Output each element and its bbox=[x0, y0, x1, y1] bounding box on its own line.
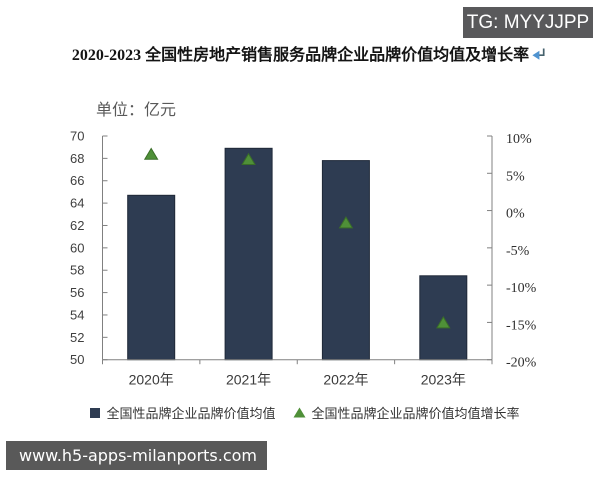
left-axis-label: 54 bbox=[70, 307, 84, 322]
left-axis-label: 50 bbox=[70, 352, 84, 367]
x-axis-label: 2021年 bbox=[226, 372, 271, 388]
right-axis-label: -5% bbox=[506, 244, 530, 259]
left-axis-label: 64 bbox=[70, 196, 84, 211]
legend-item: 全国性品牌企业品牌价值均值增长率 bbox=[293, 403, 520, 422]
legend-triangle-shape bbox=[293, 407, 305, 418]
chart-legend: 全国性品牌企业品牌价值均值 全国性品牌企业品牌价值均值增长率 bbox=[5, 403, 600, 422]
right-axis-label: 10% bbox=[506, 132, 532, 147]
legend-square-icon bbox=[90, 407, 101, 418]
legend-item: 全国性品牌企业品牌价值均值 bbox=[90, 403, 276, 422]
bar-2022年 bbox=[321, 160, 370, 361]
growth-marker-2023年 bbox=[436, 316, 451, 329]
bar-2021年 bbox=[224, 147, 273, 361]
x-axis-label: 2022年 bbox=[323, 372, 368, 388]
right-axis-label: 0% bbox=[506, 207, 525, 222]
chart-title-text: 2020-2023 全国性房地产销售服务品牌企业品牌价值均值及增长率 bbox=[71, 47, 530, 64]
telegram-watermark-badge: TG: MYYJJPP bbox=[463, 7, 593, 38]
return-arrow-svg bbox=[532, 48, 545, 60]
right-axis-label: 5% bbox=[506, 169, 525, 184]
return-arrow-head bbox=[532, 50, 540, 60]
right-axis-label: -15% bbox=[506, 318, 537, 333]
bar-2020年 bbox=[127, 194, 176, 361]
left-axis-label: 70 bbox=[70, 129, 84, 144]
growth-marker-2021年 bbox=[241, 152, 256, 166]
left-axis-label: 66 bbox=[70, 173, 84, 188]
left-axis-label: 68 bbox=[70, 151, 84, 166]
legend-triangle-icon bbox=[293, 407, 305, 418]
x-axis-label: 2020年 bbox=[129, 372, 174, 388]
growth-marker-2022年 bbox=[338, 216, 354, 229]
right-axis-label: -10% bbox=[506, 281, 537, 296]
site-watermark-bar: www.h5-apps-milanports.com bbox=[6, 441, 267, 470]
legend-label: 全国性品牌企业品牌价值均值 bbox=[106, 406, 276, 421]
legend-label: 全国性品牌企业品牌价值均值增长率 bbox=[311, 406, 520, 421]
left-axis-label: 62 bbox=[70, 218, 84, 233]
right-axis-label: -20% bbox=[506, 356, 537, 371]
left-axis-label: 58 bbox=[70, 263, 84, 278]
chart-title: 2020-2023 全国性房地产销售服务品牌企业品牌价值均值及增长率 bbox=[9, 44, 600, 68]
growth-marker-2020年 bbox=[143, 147, 159, 160]
left-axis-label: 56 bbox=[70, 285, 84, 300]
return-mark-icon bbox=[532, 47, 546, 64]
left-axis-label: 52 bbox=[70, 330, 84, 345]
return-arrow-stem bbox=[538, 48, 545, 57]
left-axis-label: 60 bbox=[70, 240, 84, 255]
x-axis-label: 2023年 bbox=[421, 372, 466, 388]
unit-label: 单位：亿元 bbox=[96, 102, 177, 119]
